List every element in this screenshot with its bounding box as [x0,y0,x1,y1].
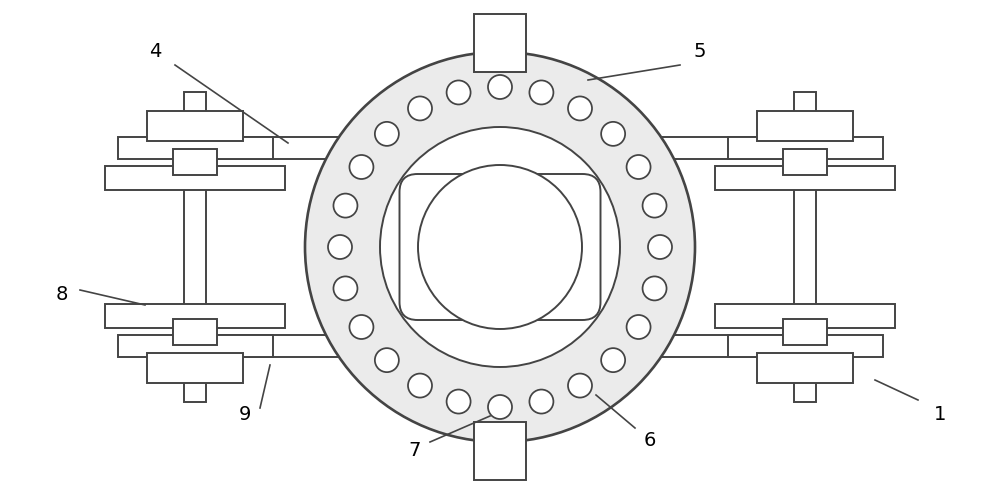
Circle shape [568,96,592,121]
Bar [474,14,526,72]
Text: 8: 8 [56,286,68,304]
Bar [474,422,526,480]
Text: 9: 9 [239,406,251,424]
Circle shape [333,277,357,300]
Text: 6: 6 [644,430,656,450]
Circle shape [488,395,512,419]
Text: 1: 1 [934,406,946,424]
Circle shape [529,390,553,413]
Circle shape [447,81,471,104]
Circle shape [447,390,471,413]
Circle shape [408,373,432,398]
Bar [147,353,243,383]
Bar [757,111,853,141]
Circle shape [568,373,592,398]
Circle shape [488,75,512,99]
Bar [728,335,883,357]
Circle shape [375,122,399,146]
Circle shape [418,165,582,329]
Circle shape [380,127,620,367]
Bar [180,335,820,357]
Bar [783,149,827,175]
Bar [105,304,285,328]
Circle shape [643,277,667,300]
Circle shape [648,235,672,259]
Bar [173,319,217,345]
Circle shape [627,155,651,179]
Bar [757,353,853,383]
Circle shape [349,155,373,179]
Circle shape [601,122,625,146]
Text: 5: 5 [694,42,706,61]
Text: 4: 4 [149,42,161,61]
Bar [118,335,272,357]
Circle shape [408,96,432,121]
Bar [184,92,206,402]
Bar [728,137,883,159]
Circle shape [305,52,695,442]
Circle shape [601,348,625,372]
Bar [105,166,285,190]
Circle shape [627,315,651,339]
Bar [180,137,820,159]
Circle shape [375,348,399,372]
Bar [715,166,895,190]
Bar [783,319,827,345]
Bar [118,137,272,159]
Bar [147,111,243,141]
Circle shape [529,81,553,104]
Circle shape [349,315,373,339]
Bar [794,92,816,402]
Circle shape [643,194,667,217]
Bar [715,304,895,328]
Circle shape [333,194,357,217]
Bar [173,149,217,175]
Circle shape [328,235,352,259]
Text: 7: 7 [409,441,421,459]
FancyBboxPatch shape [400,174,600,320]
